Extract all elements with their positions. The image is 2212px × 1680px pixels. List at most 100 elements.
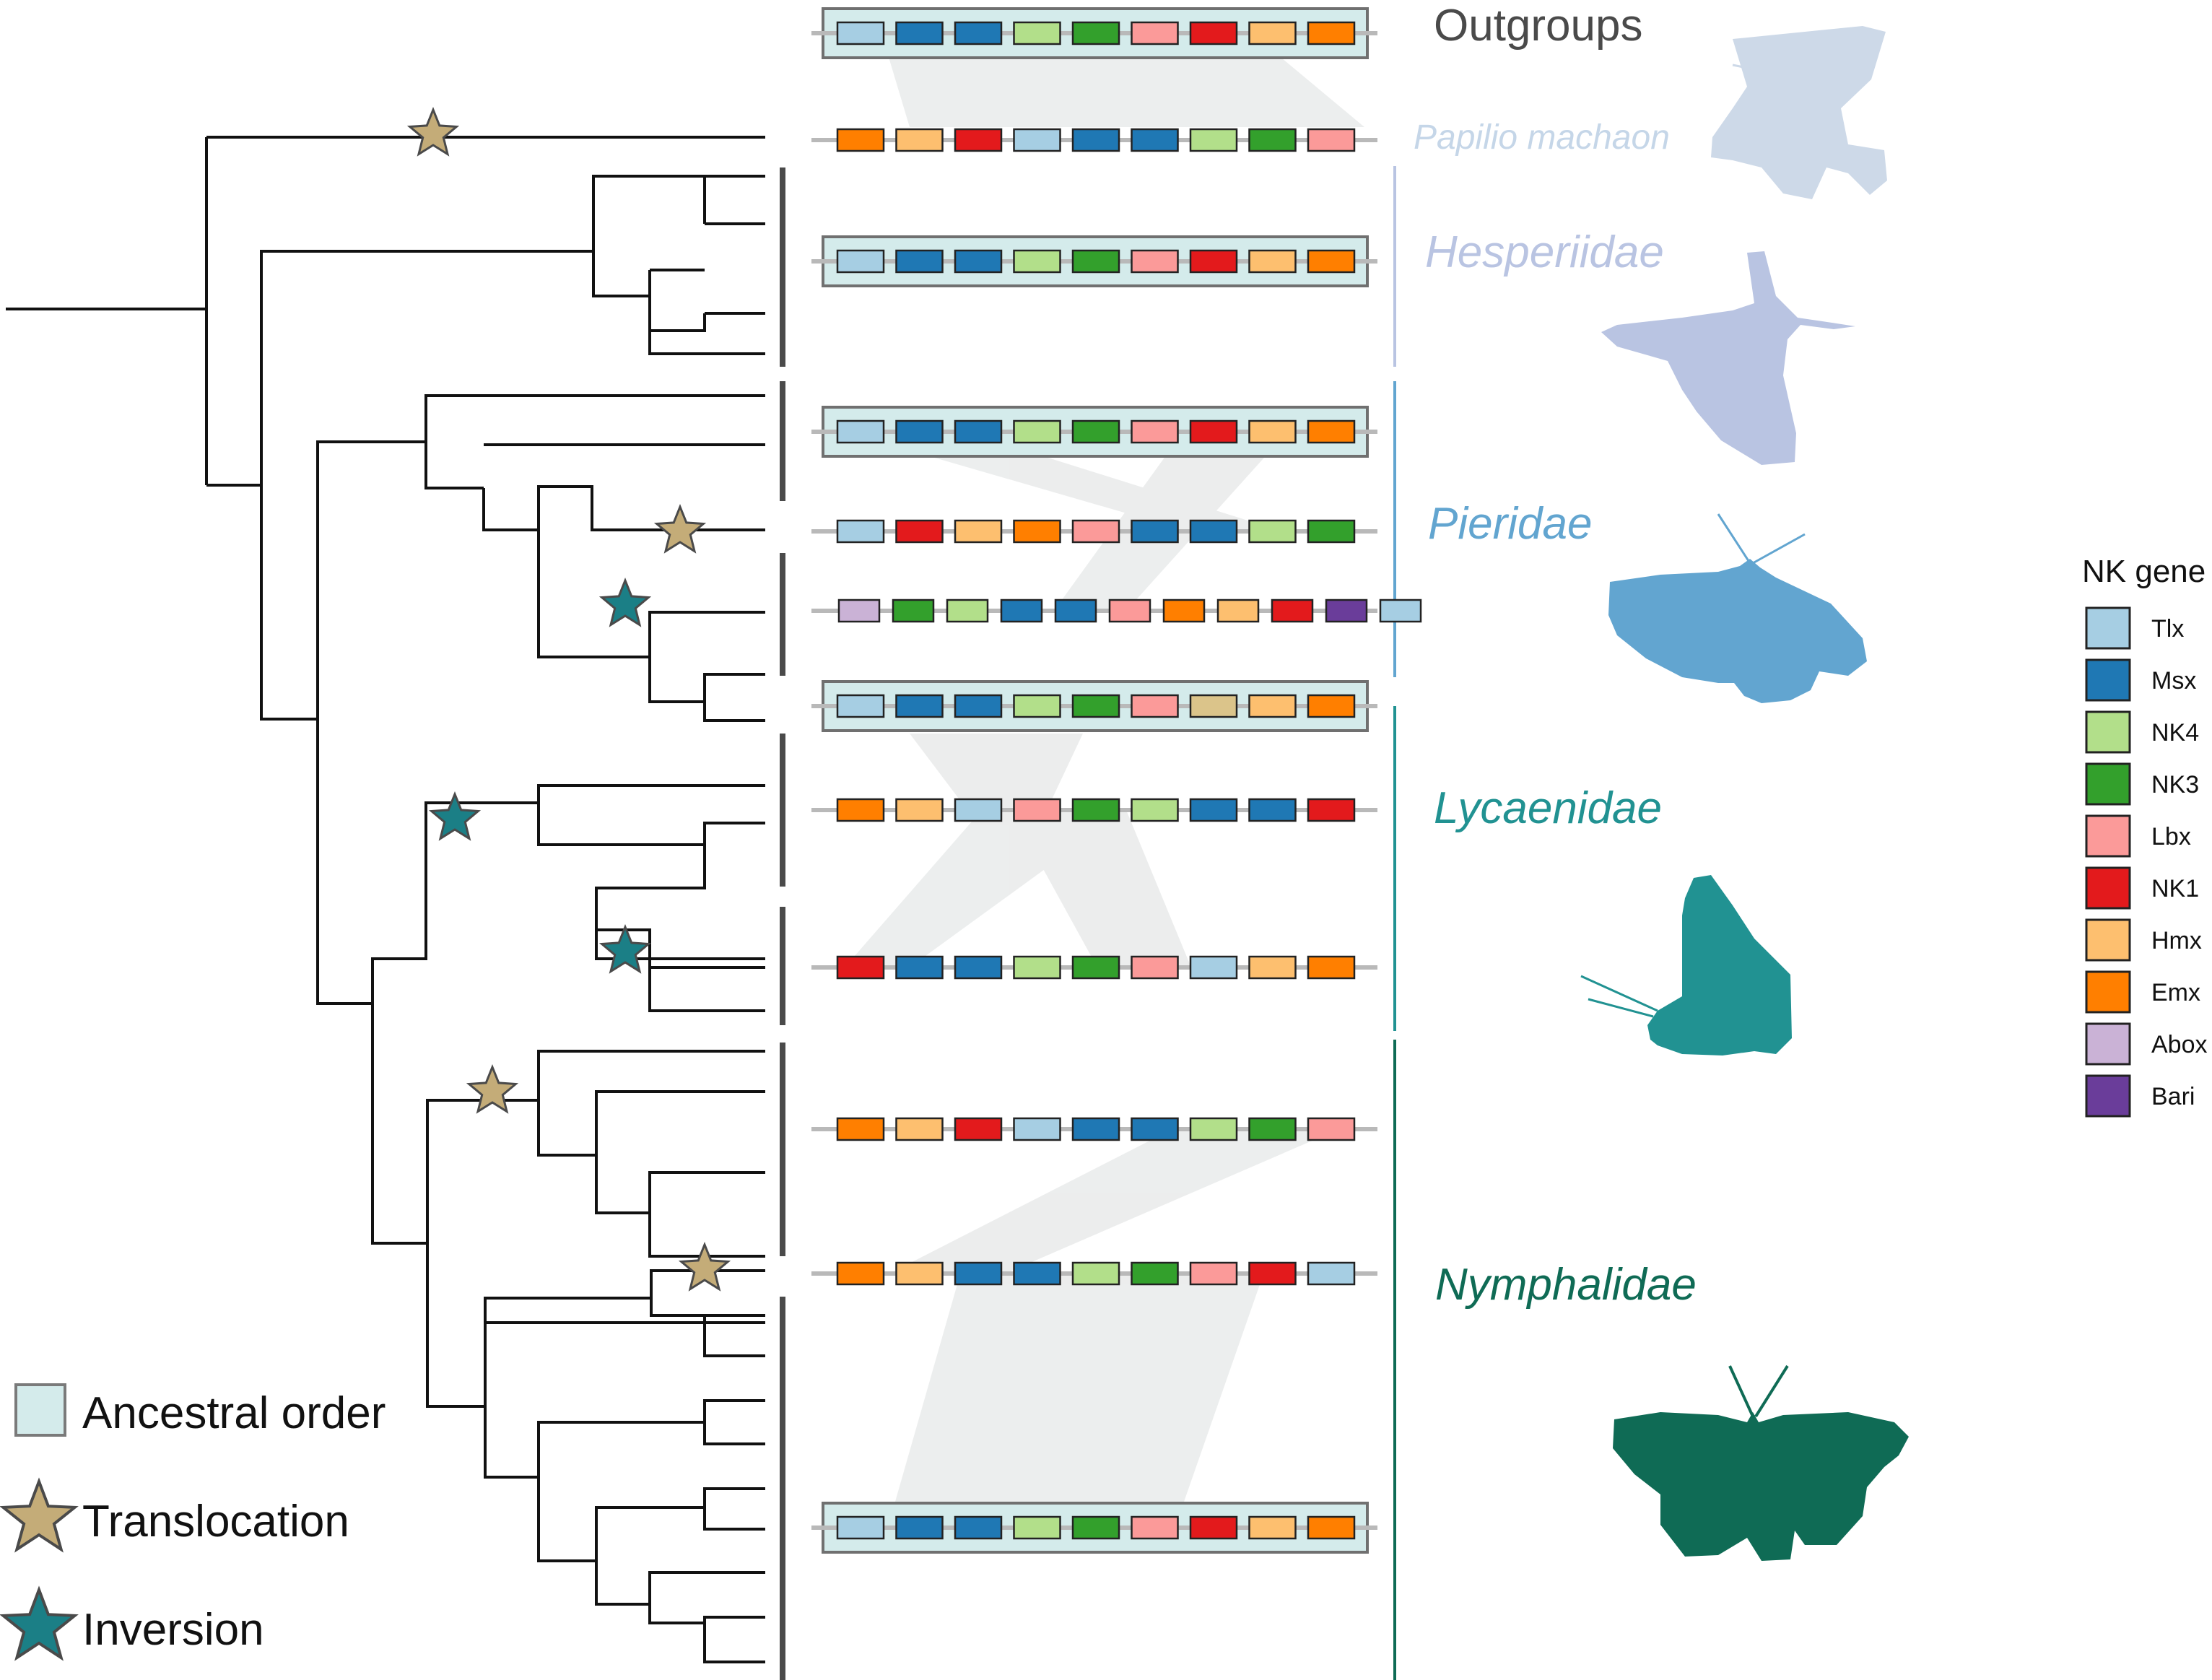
gene-swatch-lbx [2085,814,2131,858]
gene-block-nk3 [1071,1515,1120,1540]
gene-block-lbx [1013,798,1061,822]
gene-block-tlx [1307,1261,1356,1286]
gene-row [811,955,1377,980]
gene-block-msx [895,419,944,444]
gene-block-msx [895,249,944,274]
tree-branch [427,1269,765,1408]
tree-branch [206,175,706,487]
gene-block-nk1 [1189,21,1238,45]
gene-swatch-nk1 [2085,866,2131,910]
gene-row [811,406,1377,458]
event-legend: Ancestral order Translocation Inversion [0,1383,386,1661]
gene-block-lbx [1131,694,1179,718]
gene-block-msx [954,21,1003,45]
inversion-star-icon [0,1585,79,1661]
gene-block-nk4 [1071,1261,1120,1286]
gene-block-tlx [836,21,885,45]
gene-row [811,599,1422,623]
synteny-band [895,1274,1263,1502]
gene-block-emx [836,128,885,152]
synteny-band [888,1131,1336,1274]
gene-block-nk1 [895,519,944,544]
gene-block-nk1 [836,955,885,980]
gene-block-nk3 [1071,249,1120,274]
ancestral-order-label: Ancestral order [82,1388,386,1438]
gene-block-tlx [1379,599,1422,623]
gene-block-nk4 [1013,955,1061,980]
gene-block-tlx [836,249,885,274]
gene-block-nk1 [1271,599,1314,623]
gene-block-hmx [1248,955,1297,980]
gene-block-nk3 [1071,21,1120,45]
gene-row [811,519,1377,544]
gene-block-nk3 [1071,955,1120,980]
gene-block-lbx [1131,955,1179,980]
gene-block-msx [1000,599,1043,623]
gene-row [811,798,1377,822]
gene-block-msx [954,1261,1003,1286]
gene-block-msx [1189,519,1238,544]
gene-block-msx [895,21,944,45]
inversion-star-icon [598,577,652,627]
gene-block-hmx [895,128,944,152]
nymphalidae-silhouette [1613,1365,1909,1561]
gene-block-nk3 [1071,798,1120,822]
translocation-star-icon [678,1241,731,1292]
synteny-bands [845,55,1364,1502]
gene-block-emx [836,798,885,822]
gene-row [811,680,1377,732]
gene-block-msx [1189,798,1238,822]
gene-block-nk3 [1307,519,1356,544]
gene-block-nk1 [954,1117,1003,1141]
papilio-silhouette [1711,26,1887,199]
gene-label-abox: Abox [2151,1031,2208,1058]
gene-block-hmx [1248,694,1297,718]
gene-block-msx [1071,128,1120,152]
gene-block-msx [895,955,944,980]
gene-block-nk3 [892,599,935,623]
ancestral-order-swatch [14,1383,66,1437]
gene-block-emx [1307,955,1356,980]
gene-block-hmx [954,519,1003,544]
pieridae-silhouette [1608,513,1867,703]
gene-block-nk3 [1071,419,1120,444]
gene-block-lbx [1131,249,1179,274]
gene-block-lbx [1307,128,1356,152]
gene-block-nk4 [1013,1515,1061,1540]
gene-block-tan [1189,694,1238,718]
gene-block-tlx [1013,128,1061,152]
gene-block-lbx [1131,1515,1179,1540]
gene-block-nk4 [1013,419,1061,444]
gene-row [811,1261,1377,1286]
gene-label-emx: Emx [2151,979,2200,1006]
gene-block-msx [954,1515,1003,1540]
translocation-star-icon [466,1063,519,1114]
gene-block-nk4 [1248,519,1297,544]
gene-row [811,1502,1377,1554]
gene-block-nk3 [1071,694,1120,718]
gene-block-nk4 [1189,128,1238,152]
gene-block-nk1 [1189,419,1238,444]
gene-block-emx [1013,519,1061,544]
gene-block-hmx [895,1117,944,1141]
gene-block-msx [1071,1117,1120,1141]
translocation-star-icon [406,106,460,157]
gene-block-emx [836,1261,885,1286]
gene-block-emx [1307,1515,1356,1540]
family-label-nymphalidae: Nymphalidae [1435,1260,1697,1310]
gene-block-nk3 [1248,1117,1297,1141]
gene-block-nk4 [1013,694,1061,718]
gene-block-emx [1307,249,1356,274]
tree-branch [537,1477,765,1562]
gene-block-tlx [954,798,1003,822]
gene-block-msx [954,249,1003,274]
gene-block-emx [1162,599,1206,623]
gene-row [811,7,1377,59]
gene-swatch-msx [2085,658,2131,702]
gene-block-nk3 [1131,1261,1179,1286]
synteny-band [1011,810,1191,967]
gene-block-emx [836,1117,885,1141]
gene-block-msx [1131,519,1179,544]
tree-branch [648,175,765,355]
